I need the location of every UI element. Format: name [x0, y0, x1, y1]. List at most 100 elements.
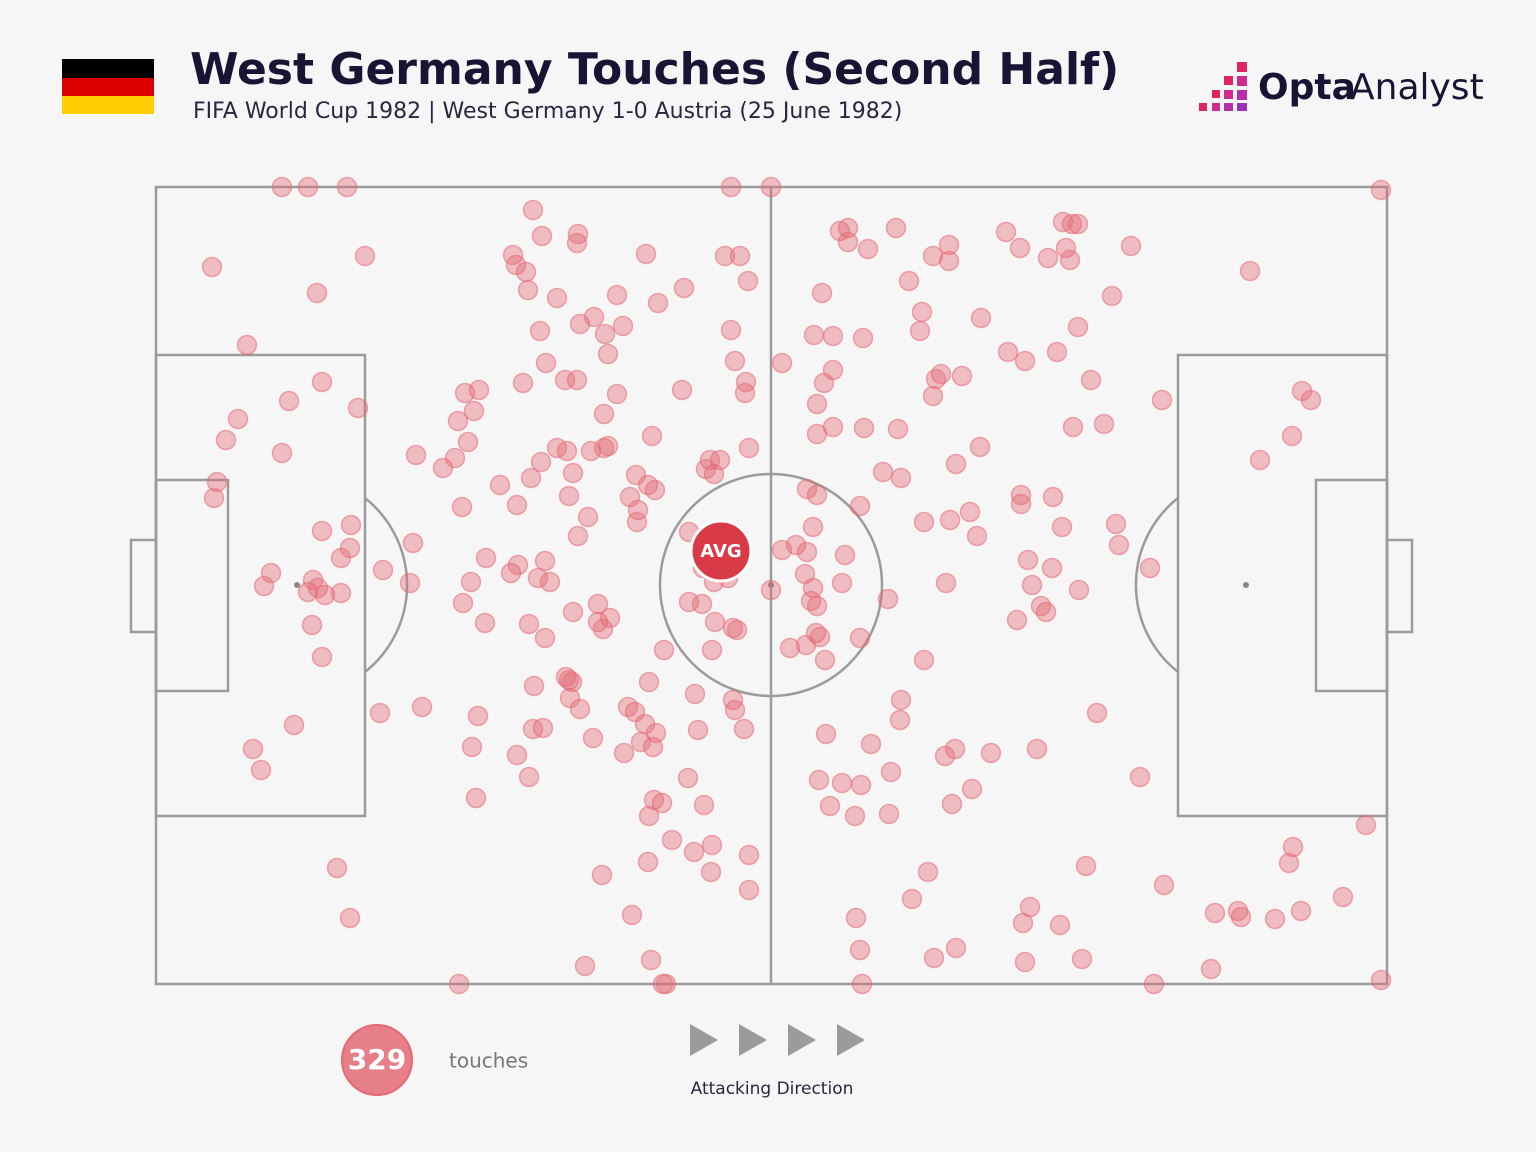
- touch: [1290, 900, 1312, 922]
- touch: [997, 341, 1019, 363]
- touch: [467, 705, 489, 727]
- touch: [461, 736, 483, 758]
- touch: [236, 334, 258, 356]
- touch: [829, 220, 851, 242]
- touch: [803, 324, 825, 346]
- touch: [621, 904, 643, 926]
- touch: [734, 382, 756, 404]
- touch: [917, 861, 939, 883]
- touch: [930, 363, 952, 385]
- touch: [860, 733, 882, 755]
- touch: [311, 371, 333, 393]
- touch: [898, 270, 920, 292]
- touch: [253, 575, 275, 597]
- touch: [1101, 285, 1123, 307]
- touch: [911, 301, 933, 323]
- touch: [877, 588, 899, 610]
- touch: [411, 696, 433, 718]
- touch: [451, 496, 473, 518]
- touch: [640, 949, 662, 971]
- touch: [1332, 886, 1354, 908]
- touch: [691, 593, 713, 615]
- touches: [201, 176, 1392, 995]
- touch: [738, 437, 760, 459]
- touch: [1151, 389, 1173, 411]
- touch: [729, 245, 751, 267]
- brand: Analyst: [1350, 67, 1484, 108]
- touch: [1009, 237, 1031, 259]
- touch: [1204, 902, 1226, 924]
- touch: [330, 582, 352, 604]
- touch: [1105, 513, 1127, 535]
- touch: [683, 841, 705, 863]
- count-badge: [341, 1024, 413, 1096]
- touch: [913, 511, 935, 533]
- touch: [822, 359, 844, 381]
- touch: [507, 554, 529, 576]
- touch: [1200, 958, 1222, 980]
- touch: [474, 612, 496, 634]
- touch: [845, 907, 867, 929]
- brand: Opta: [1258, 67, 1356, 108]
- direction-arrows: [690, 1024, 865, 1056]
- touch: [806, 484, 828, 506]
- touch: [354, 245, 376, 267]
- touch: [796, 541, 818, 563]
- touch: [1093, 413, 1115, 435]
- touch: [463, 400, 485, 422]
- touch: [518, 613, 540, 635]
- touch: [574, 955, 596, 977]
- touch: [1086, 702, 1108, 724]
- touch: [1037, 247, 1059, 269]
- touch: [909, 320, 931, 342]
- touch: [531, 225, 553, 247]
- touch: [970, 307, 992, 329]
- touch: [714, 245, 736, 267]
- touch: [941, 793, 963, 815]
- touch: [336, 176, 358, 198]
- touch: [597, 343, 619, 365]
- touch: [849, 495, 871, 517]
- flag-stripe: [62, 59, 154, 78]
- touch: [271, 442, 293, 464]
- touch: [599, 607, 621, 629]
- touch: [1249, 449, 1271, 471]
- touch: [260, 562, 282, 584]
- touch: [1062, 416, 1084, 438]
- touch: [720, 176, 742, 198]
- touch: [733, 718, 755, 740]
- touch: [834, 544, 856, 566]
- touch: [922, 245, 944, 267]
- touch: [539, 571, 561, 593]
- touch: [201, 256, 223, 278]
- touch: [402, 532, 424, 554]
- touch: [582, 727, 604, 749]
- touch: [951, 365, 973, 387]
- touch: [837, 231, 859, 253]
- touch: [593, 403, 615, 425]
- touch: [677, 767, 699, 789]
- touch: [913, 649, 935, 671]
- touch: [969, 436, 991, 458]
- touch: [1282, 836, 1304, 858]
- touch: [1017, 549, 1039, 571]
- touch: [693, 794, 715, 816]
- touch: [901, 888, 923, 910]
- touch: [517, 279, 539, 301]
- touch: [1059, 249, 1081, 271]
- touch: [771, 352, 793, 374]
- touch: [661, 829, 683, 851]
- touch: [853, 417, 875, 439]
- touch: [678, 591, 700, 613]
- touch: [1153, 874, 1175, 896]
- touch: [1061, 213, 1083, 235]
- touch: [644, 479, 666, 501]
- touch: [297, 176, 319, 198]
- touch: [934, 745, 956, 767]
- touch: [822, 416, 844, 438]
- touch: [738, 879, 760, 901]
- touch: [405, 444, 427, 466]
- touch: [448, 973, 470, 995]
- touch: [326, 857, 348, 879]
- touch: [1370, 179, 1392, 201]
